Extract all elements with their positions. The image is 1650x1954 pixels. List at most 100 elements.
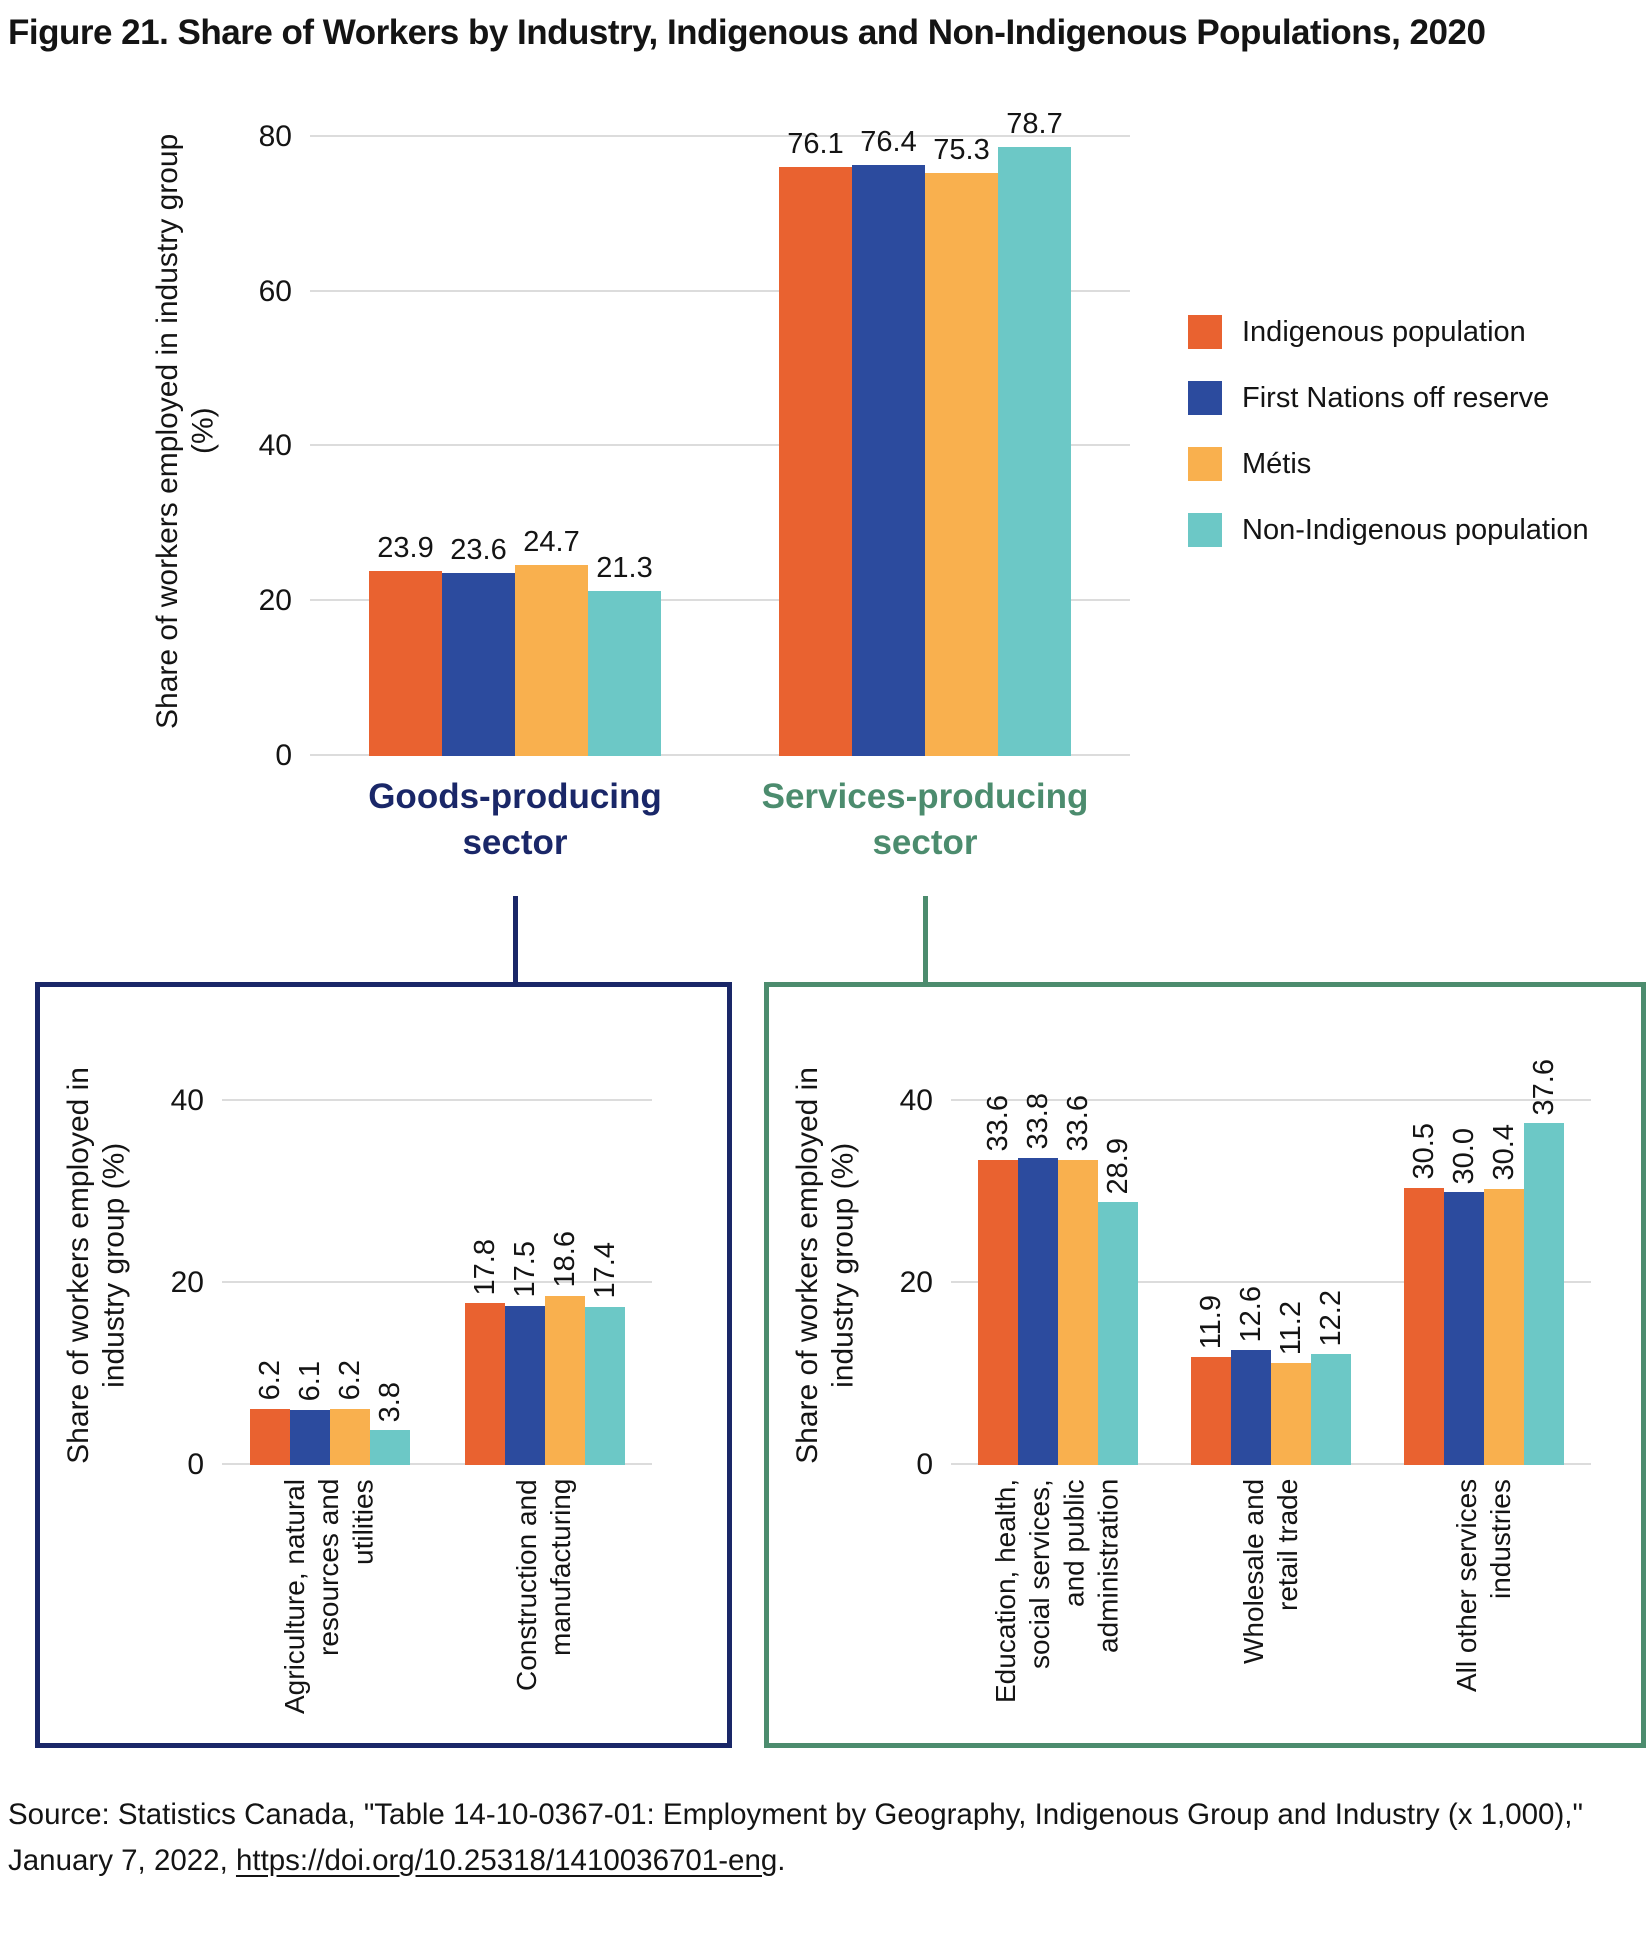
bar-cell: 21.3: [588, 106, 661, 756]
bar-value-label: 30.5: [1408, 1123, 1441, 1180]
bar-non-indigenous-population: [588, 591, 661, 756]
category-cell: Wholesale and retail trade: [1164, 1479, 1377, 1723]
bar-value-label: 17.8: [468, 1238, 501, 1296]
bar-cell: 11.9: [1190, 1065, 1231, 1465]
bar-group-agriculture-natural: 6.2 6.1 6.2 3.8: [222, 1065, 437, 1465]
bar-m-tis: [925, 173, 998, 756]
bar-value-label: 78.7: [1006, 108, 1063, 141]
legend-label: Indigenous population: [1242, 315, 1526, 348]
goods-sub-chart: Share of workers employed in industry gr…: [40, 987, 727, 1743]
category-label: All other services industries: [1451, 1479, 1517, 1693]
bar-group-goods-producing-sector: 23.9 23.6 24.7 21.3: [310, 106, 720, 756]
bar-m-tis: [544, 1295, 585, 1465]
legend-item-non-indigenous-population: Non-Indigenous population: [1188, 513, 1589, 547]
y-tick-label: 0: [916, 1448, 933, 1481]
bar-groups: 23.9 23.6 24.7 21.3 76.1 76.4 75.3 78.7: [310, 106, 1130, 756]
bar-first-nations-off-reserve: [442, 573, 515, 756]
bar-cell: 3.8: [369, 1065, 410, 1465]
bar-first-nations-off-reserve: [1444, 1192, 1485, 1465]
gridline: [310, 134, 1130, 137]
bar-indigenous-population: [1404, 1187, 1445, 1465]
main-y-axis-label: Share of workers employed in industry gr…: [150, 133, 219, 729]
bar-cell: 23.9: [369, 106, 442, 756]
main-y-axis-label-wrap: Share of workers employed in industry gr…: [150, 106, 220, 756]
bar-cell: 24.7: [515, 106, 588, 756]
category-cell: Agriculture, natural resources and utili…: [222, 1479, 437, 1723]
y-tick-label: 80: [258, 119, 292, 153]
services-sub-plot-area: 0 20 40 33.6 33.8 33.6 28.9 11.9 12.6 11.2 12.2 30.…: [900, 1059, 1591, 1723]
goods-sector-label: Goods-producing sector: [368, 777, 662, 862]
y-tick-label: 20: [899, 1266, 933, 1300]
bar-cell: 17.8: [464, 1065, 505, 1465]
bar-group-all-other-services: 30.5 30.0 30.4 37.6: [1378, 1059, 1591, 1465]
legend-item-first-nations-off-reserve: First Nations off reserve: [1188, 381, 1589, 415]
bar-cell: 6.1: [289, 1065, 330, 1465]
bar-value-label: 33.6: [981, 1095, 1014, 1152]
bar-non-indigenous-population: [1097, 1202, 1138, 1465]
bar-cell: 17.5: [504, 1065, 545, 1465]
category-label: Wholesale and retail trade: [1237, 1479, 1303, 1665]
bar-cell: 76.1: [779, 106, 852, 756]
y-tick-label: 20: [170, 1266, 204, 1300]
source-text: Source: Statistics Canada, "Table 14-10-…: [8, 1798, 1583, 1877]
y-tick-label: 20: [258, 584, 292, 618]
legend-swatch: [1188, 513, 1222, 547]
bar-cell: 12.6: [1230, 1065, 1271, 1465]
bar-groups: 6.2 6.1 6.2 3.8 17.8 17.5 18.6 17.4: [222, 1065, 652, 1465]
bar-non-indigenous-population: [998, 147, 1071, 756]
category-cell: Education, health, social services, and …: [951, 1479, 1164, 1723]
source-link[interactable]: https://doi.org/10.25318/1410036701-eng: [235, 1843, 778, 1877]
bar-indigenous-population: [249, 1408, 290, 1465]
bar-m-tis: [329, 1408, 370, 1465]
bar-cell: 33.6: [1057, 1065, 1098, 1465]
gridline: [310, 289, 1130, 292]
legend-item-indigenous-population: Indigenous population: [1188, 315, 1589, 349]
bar-indigenous-population: [977, 1159, 1018, 1465]
bar-value-label: 17.4: [588, 1242, 621, 1299]
bar-m-tis: [1057, 1159, 1098, 1465]
bar-value-label: 33.6: [1061, 1095, 1094, 1152]
services-sub-y-axis-label: Share of workers employed in industry gr…: [790, 1066, 859, 1464]
bar-cell: 37.6: [1524, 1059, 1565, 1465]
bar-cell: 6.2: [329, 1065, 370, 1465]
services-sub-chart: Share of workers employed in industry gr…: [769, 987, 1641, 1743]
bar-value-label: 12.6: [1234, 1286, 1267, 1343]
legend-label: First Nations off reserve: [1242, 381, 1550, 414]
bar-first-nations-off-reserve: [1017, 1157, 1058, 1465]
legend-swatch: [1188, 447, 1222, 481]
source-suffix: .: [777, 1843, 786, 1877]
bar-m-tis: [1484, 1188, 1525, 1465]
bar-cell: 18.6: [544, 1065, 585, 1465]
bar-cell: 33.8: [1017, 1065, 1058, 1465]
bar-value-label: 76.4: [860, 125, 917, 158]
bar-value-label: 11.2: [1274, 1300, 1307, 1356]
bar-value-label: 28.9: [1101, 1137, 1134, 1195]
bar-value-label: 76.1: [787, 128, 844, 161]
bar-cell: 30.0: [1444, 1065, 1485, 1465]
bar-indigenous-population: [369, 571, 442, 756]
sector-label-row: Goods-producing sector Services-producin…: [0, 774, 1650, 896]
bar-cell: 12.2: [1310, 1065, 1351, 1465]
bar-value-label: 11.9: [1194, 1294, 1227, 1349]
legend: Indigenous population First Nations off r…: [1188, 315, 1589, 547]
bar-group-wholesale-and: 11.9 12.6 11.2 12.2: [1164, 1065, 1377, 1465]
bar-indigenous-population: [779, 167, 852, 756]
bar-non-indigenous-population: [369, 1430, 410, 1465]
bar-first-nations-off-reserve: [1230, 1350, 1271, 1465]
bar-value-label: 24.7: [523, 525, 580, 558]
gridline: [222, 1281, 652, 1284]
bar-non-indigenous-population: [584, 1306, 625, 1465]
bar-m-tis: [1270, 1363, 1311, 1465]
bar-value-label: 23.9: [377, 532, 434, 565]
gridline: [951, 1099, 1591, 1102]
bar-value-label: 18.6: [548, 1231, 581, 1288]
y-tick-label: 0: [187, 1448, 204, 1481]
bar-cell: 76.4: [852, 106, 925, 756]
bar-value-label: 6.2: [333, 1360, 366, 1401]
goods-sub-plot: 0 20 40 6.2 6.1 6.2 3.8 17.8 17.5 18.6 17.4: [171, 1065, 652, 1480]
legend-swatch: [1188, 381, 1222, 415]
bar-value-label: 23.6: [450, 534, 507, 567]
bar-group-education-health-: 33.6 33.8 33.6 28.9: [951, 1065, 1164, 1465]
bar-first-nations-off-reserve: [852, 164, 925, 756]
main-plot-area: 0 20 40 60 80 23.9 23.6 24.7 21.3 76.1 76.4 75.3 78.…: [259, 106, 1130, 771]
